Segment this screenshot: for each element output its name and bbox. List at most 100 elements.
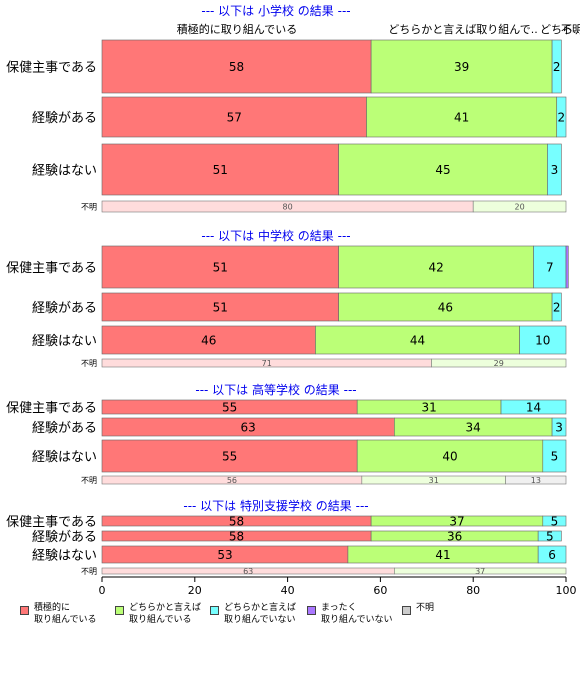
row-label: 保健主事である	[6, 261, 97, 276]
bar-segment	[370, 39, 553, 94]
unknown-row-label: 不明	[81, 359, 97, 368]
bar-value-label: 40	[442, 450, 457, 464]
x-axis-tick-label: 60	[373, 584, 387, 597]
bar-segment	[338, 245, 534, 289]
bar-value-label: 46	[438, 301, 453, 315]
bar-value-label: 57	[227, 111, 242, 125]
bar-value-label: 7	[546, 261, 554, 275]
unknown-value-label: 56	[227, 476, 237, 485]
bar-value-label: 53	[217, 548, 232, 562]
bar-segment	[366, 96, 558, 138]
legend-swatch	[402, 606, 411, 615]
unknown-value-label: 63	[243, 567, 253, 576]
unknown-value-label: 31	[429, 476, 439, 485]
bar-value-label: 58	[229, 515, 244, 529]
bar-segment	[537, 545, 567, 564]
row-label: 経験はない	[32, 549, 97, 564]
bar-segment	[101, 292, 339, 322]
row-label: 経験がある	[32, 111, 97, 126]
bar-value-label: 42	[428, 261, 443, 275]
group-title: --- 以下は 中学校 の結果 ---	[201, 228, 350, 243]
bar-segment	[519, 325, 567, 355]
chart-legend: 積極的に 取り組んでいる どちらかと言えば 取り組んでいる どちらかと言えば 取り組んでい…	[20, 603, 580, 634]
group-title: --- 以下は 高等学校 の結果 ---	[195, 382, 356, 397]
row-label: 経験がある	[32, 530, 97, 545]
bar-value-label: 55	[222, 401, 237, 415]
bar-segment	[101, 96, 367, 138]
row-label: 経験はない	[32, 164, 97, 179]
bar-value-label: 58	[229, 60, 244, 74]
unknown-value-label: 13	[531, 476, 541, 485]
bar-segment	[500, 399, 567, 415]
bar-value-label: 44	[410, 334, 425, 348]
bar-segment	[101, 143, 339, 196]
bar-value-label: 3	[555, 421, 563, 435]
bar-value-label: 51	[213, 301, 228, 315]
unknown-bar-segment	[505, 475, 567, 485]
row-label: 経験はない	[32, 334, 97, 349]
bar-segment	[338, 292, 553, 322]
bar-value-label: 31	[421, 401, 436, 415]
legend-swatch	[115, 606, 124, 615]
bar-value-label: 46	[201, 334, 216, 348]
row-label: 経験がある	[32, 421, 97, 436]
bar-value-label: 5	[551, 450, 559, 464]
x-axis-tick-label: 20	[188, 584, 202, 597]
row-label: 経験がある	[32, 301, 97, 316]
legend-label: どちらかと言えば 取り組んでいる	[129, 603, 202, 625]
bar-value-label: 41	[454, 111, 469, 125]
group-title: --- 以下は 小学校 の結果 ---	[201, 3, 350, 18]
top-category-label: 積極的に取り組んでいる	[177, 22, 297, 36]
bar-segment	[315, 325, 520, 355]
bar-value-label: 3	[551, 163, 559, 177]
unknown-row-label: 不明	[81, 476, 97, 485]
unknown-row-label: 不明	[81, 567, 97, 576]
x-axis-tick-label: 80	[466, 584, 480, 597]
bar-segment	[542, 439, 567, 473]
bar-segment	[551, 417, 567, 437]
bar-segment	[338, 143, 548, 196]
bar-segment	[551, 39, 562, 94]
bar-value-label: 2	[553, 60, 561, 74]
top-category-label: どちら..	[540, 23, 580, 36]
unknown-bar-segment	[394, 567, 567, 575]
group-title: --- 以下は 特別支援学校 の結果 ---	[183, 498, 368, 513]
legend-label: どちらかと言えば 取り組んでいない	[224, 603, 297, 625]
bar-value-label: 6	[548, 548, 556, 562]
top-category-label: どちらかと言えば取り組んで..	[388, 23, 537, 36]
bar-value-label: 37	[449, 515, 464, 529]
bar-value-label: 5	[551, 515, 559, 529]
legend-swatch	[210, 606, 219, 615]
legend-label: 不明	[416, 603, 435, 613]
legend-label: まったく 取り組んでいない	[321, 603, 393, 625]
bar-value-label: 39	[454, 60, 469, 74]
x-axis-tick-label: 100	[556, 584, 577, 597]
unknown-value-label: 29	[494, 359, 504, 368]
stacked-bar-chart: 積極的に取り組んでいる どちらかと言えば取り組んで.. どちら..不明--- 以下は…	[6, 3, 580, 597]
row-label: 経験はない	[32, 450, 97, 465]
x-axis-tick-label: 40	[281, 584, 295, 597]
row-label: 保健主事である	[6, 61, 97, 76]
bar-value-label: 2	[553, 301, 561, 315]
legend-swatch	[307, 606, 316, 615]
bar-segment	[551, 292, 562, 322]
x-axis-tick-label: 0	[99, 584, 106, 597]
bar-value-label: 41	[435, 548, 450, 562]
unknown-bar-segment	[431, 358, 567, 368]
bar-segment	[101, 245, 339, 289]
top-category-label: 不明	[561, 23, 580, 36]
bar-value-label: 10	[535, 334, 550, 348]
unknown-value-label: 71	[262, 359, 272, 368]
row-label: 保健主事である	[6, 515, 97, 530]
bar-value-label: 5	[546, 530, 554, 544]
row-label: 保健主事である	[6, 401, 97, 416]
bar-segment	[556, 96, 567, 138]
bar-value-label: 55	[222, 450, 237, 464]
unknown-bar-segment	[472, 200, 567, 213]
bar-value-label: 58	[229, 530, 244, 544]
bar-value-label: 51	[213, 163, 228, 177]
bar-value-label: 51	[213, 261, 228, 275]
bar-segment	[565, 245, 569, 289]
bar-value-label: 36	[447, 530, 462, 544]
bar-value-label: 14	[526, 401, 541, 415]
